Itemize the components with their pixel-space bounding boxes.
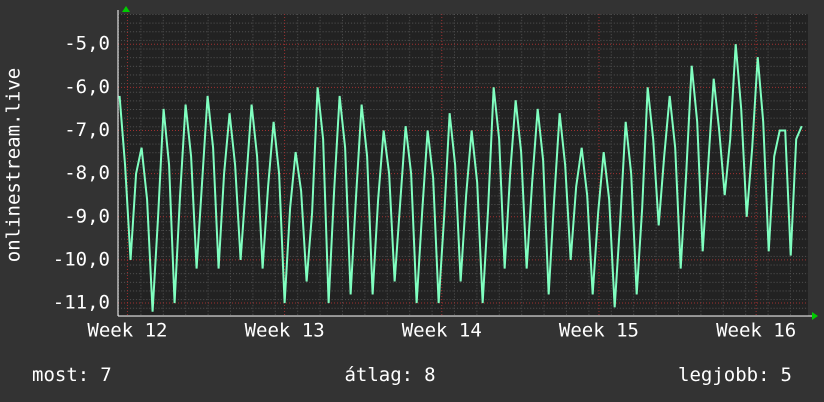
y-tick-label: -11,0 <box>53 292 110 314</box>
x-tick-label: Week 15 <box>559 320 639 342</box>
stat-label: átlag: <box>344 364 413 386</box>
x-tick-label: Week 12 <box>87 320 167 342</box>
x-tick-label: Week 14 <box>402 320 482 342</box>
y-tick-label: -9,0 <box>64 205 110 227</box>
y-axis-label: onlinestream.live <box>3 68 25 262</box>
x-tick-label: Week 13 <box>245 320 325 342</box>
y-arrow <box>122 6 130 12</box>
x-tick-label: Week 16 <box>716 320 796 342</box>
stat: legjobb: 5 <box>678 364 792 386</box>
y-tick-label: -5,0 <box>64 33 110 55</box>
marks <box>118 44 803 312</box>
x-arrow <box>812 312 818 320</box>
stat: most: 7 <box>32 364 112 386</box>
stat-label: legjobb: <box>678 364 770 386</box>
y-tick-label: -10,0 <box>53 248 110 270</box>
series-line <box>118 44 803 312</box>
stat-value: 5 <box>781 364 792 386</box>
y-tick-label: -8,0 <box>64 162 110 184</box>
minor-grid <box>118 14 808 316</box>
stat-label: most: <box>32 364 89 386</box>
y-tick-label: -7,0 <box>64 119 110 141</box>
labels: -5,0 -6,0 -7,0 -8,0 -9,0 -10,0 -11,0 Week 12 Wee… <box>32 33 796 386</box>
stat: átlag: 8 <box>344 364 435 386</box>
stat-value: 7 <box>100 364 111 386</box>
y-tick-label: -6,0 <box>64 76 110 98</box>
stat-value: 8 <box>424 364 435 386</box>
